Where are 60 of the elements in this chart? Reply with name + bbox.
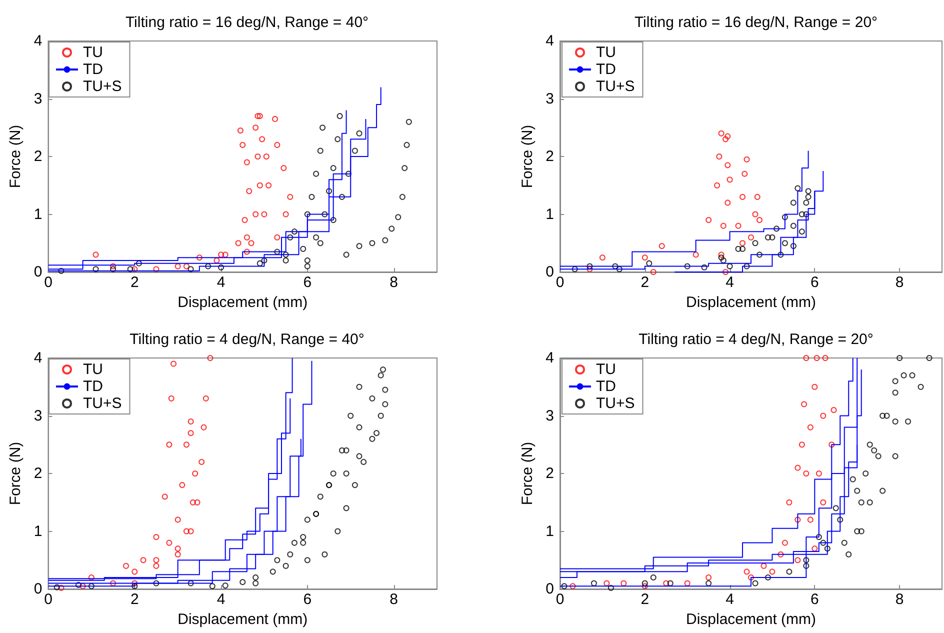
x-tick-label: 2	[640, 591, 650, 608]
chart-title: Tilting ratio = 16 deg/N, Range = 20°	[634, 14, 878, 31]
x-axis-title: Displacement (mm)	[178, 294, 308, 311]
y-tick-label: 0	[34, 580, 42, 598]
y-axis-title: Force (N)	[518, 124, 536, 188]
y-tick-label: 2	[34, 148, 42, 165]
x-tick-label: 6	[303, 274, 312, 291]
y-tick-label: 0	[34, 264, 42, 280]
legend-label: TD	[596, 61, 616, 78]
y-tick-label: 4	[546, 32, 554, 50]
y-tick-label: 1	[546, 206, 554, 223]
x-tick-label: 6	[810, 274, 819, 291]
y-axis-title: Force (N)	[7, 442, 24, 506]
chart-title: Tilting ratio = 4 deg/N, Range = 40°	[130, 331, 364, 348]
y-tick-label: 1	[34, 522, 42, 540]
y-tick-label: 4	[546, 350, 554, 366]
x-tick-label: 2	[640, 274, 650, 291]
x-tick-label: 4	[216, 274, 226, 291]
y-axis-title: Force (N)	[7, 124, 24, 188]
y-tick-label: 0	[546, 580, 554, 598]
x-axis-title: Displacement (mm)	[178, 610, 308, 628]
x-tick-label: 2	[130, 591, 139, 608]
x-tick-label: 8	[895, 274, 904, 291]
legend-label: TD	[83, 61, 104, 78]
legend-label: TU+S	[83, 395, 122, 412]
x-tick-label: 4	[216, 591, 226, 608]
y-tick-label: 4	[34, 32, 42, 50]
legend-label: TU	[596, 44, 616, 61]
legend-label: TU	[596, 361, 616, 378]
chart-title: Tilting ratio = 16 deg/N, Range = 40°	[125, 14, 369, 31]
y-tick-label: 3	[34, 90, 42, 108]
legend-label: TU	[83, 44, 103, 61]
legend-label: TD	[83, 378, 104, 395]
x-tick-label: 6	[810, 591, 819, 608]
y-tick-label: 2	[546, 148, 554, 165]
legend-label: TU+S	[596, 395, 635, 412]
y-tick-label: 1	[34, 206, 42, 223]
y-tick-label: 1	[546, 522, 554, 540]
legend-label: TU+S	[596, 78, 635, 95]
x-axis-title: Displacement (mm)	[686, 610, 816, 628]
legend-label: TU+S	[83, 78, 122, 95]
y-tick-label: 3	[546, 90, 554, 108]
legend-label: TU	[83, 361, 103, 378]
x-tick-label: 6	[303, 591, 312, 608]
x-tick-label: 4	[726, 591, 734, 608]
y-tick-label: 2	[546, 465, 554, 482]
legend-label: TD	[596, 378, 616, 395]
x-tick-label: 4	[726, 274, 734, 291]
y-tick-label: 2	[34, 465, 42, 482]
x-tick-label: 8	[390, 274, 398, 291]
y-tick-label: 0	[546, 264, 554, 280]
y-tick-label: 3	[546, 407, 554, 424]
y-axis-title: Force (N)	[518, 442, 536, 506]
x-axis-title: Displacement (mm)	[686, 294, 816, 311]
y-tick-label: 3	[34, 407, 42, 424]
x-tick-label: 8	[895, 591, 904, 608]
chart-title: Tilting ratio = 4 deg/N, Range = 20°	[638, 331, 874, 348]
x-tick-label: 8	[390, 591, 398, 608]
y-tick-label: 4	[34, 350, 42, 366]
x-tick-label: 2	[130, 274, 139, 291]
